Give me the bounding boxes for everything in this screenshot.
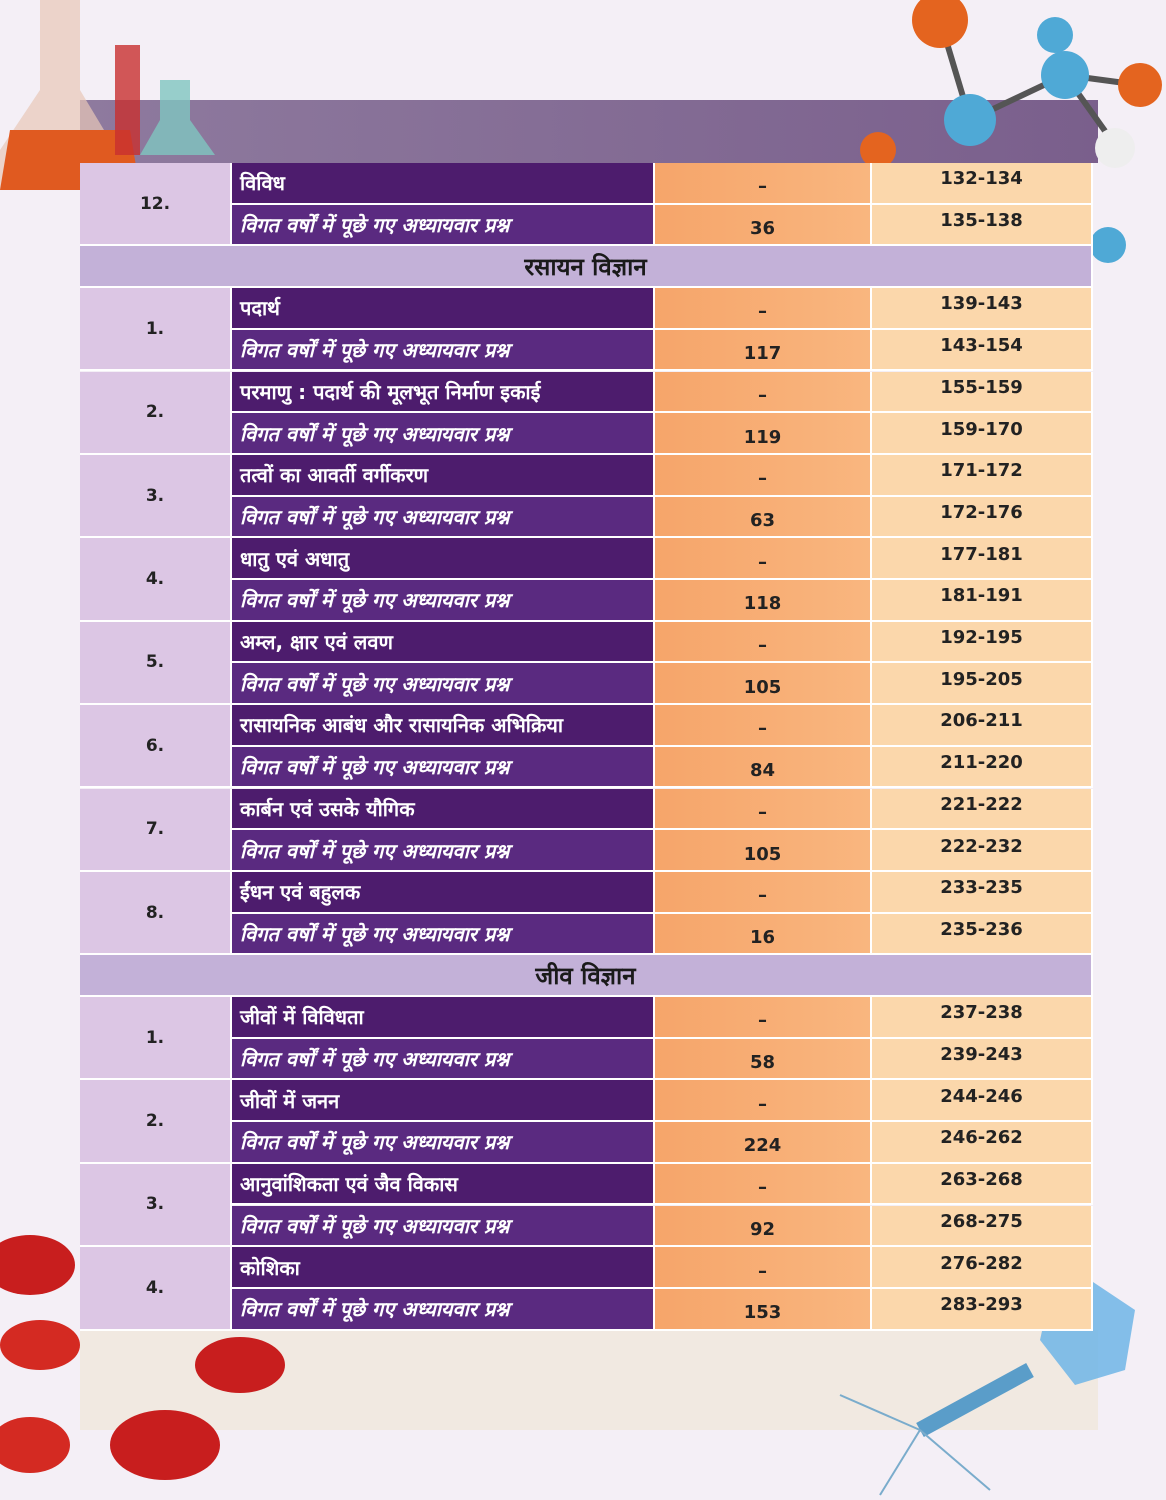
header-band — [80, 100, 1098, 163]
page-range: 135-138 — [872, 204, 1093, 247]
chapter-title: विगत वर्षों में पूछे गए अध्यायवार प्रश्न — [232, 1288, 655, 1331]
page-range: 181-191 — [872, 580, 1093, 622]
chapter-title: विगत वर्षों में पूछे गए अध्यायवार प्रश्न — [232, 1205, 655, 1248]
page-range: 222-232 — [872, 830, 1093, 872]
chapter-title: तत्वों का आवर्ती वर्गीकरण — [232, 454, 655, 497]
chapter-number: 1. — [80, 288, 232, 372]
question-count: – — [655, 871, 872, 914]
question-count: 119 — [655, 413, 872, 455]
chapter-number: 1. — [80, 997, 232, 1081]
chapter-number: 2. — [80, 371, 232, 455]
page-range: 139-143 — [872, 288, 1093, 330]
question-count: 105 — [655, 830, 872, 872]
chapter-title: विगत वर्षों में पूछे गए अध्यायवार प्रश्न — [232, 496, 655, 539]
chapter-title: विगत वर्षों में पूछे गए अध्यायवार प्रश्न — [232, 329, 655, 372]
page-range: 206-211 — [872, 705, 1093, 747]
chapter-title: विगत वर्षों में पूछे गए अध्यायवार प्रश्न — [232, 830, 655, 872]
chapter-number: 2. — [80, 1080, 232, 1164]
question-count: – — [655, 538, 872, 580]
chapter-title: पदार्थ — [232, 288, 655, 330]
question-count: 117 — [655, 329, 872, 372]
chapter-title: अम्ल, क्षार एवं लवण — [232, 621, 655, 664]
page-range: 132-134 — [872, 163, 1093, 205]
page-range: 155-159 — [872, 371, 1093, 414]
page-range: 192-195 — [872, 621, 1093, 664]
question-count: 153 — [655, 1288, 872, 1331]
chapter-number: 7. — [80, 788, 232, 872]
chapter-number: 6. — [80, 705, 232, 789]
page-range: 159-170 — [872, 413, 1093, 455]
page-range: 244-246 — [872, 1080, 1093, 1123]
chapter-title: विविध — [232, 163, 655, 205]
question-count: – — [655, 371, 872, 414]
footer-band — [80, 1330, 1098, 1430]
chapter-number: 4. — [80, 1247, 232, 1331]
question-count: 63 — [655, 496, 872, 539]
section-heading: जीव विज्ञान — [80, 955, 1093, 997]
question-count: – — [655, 1163, 872, 1206]
question-count: – — [655, 705, 872, 747]
chapter-number: 4. — [80, 538, 232, 622]
question-count: – — [655, 1247, 872, 1289]
page-range: 143-154 — [872, 329, 1093, 372]
chapter-title: विगत वर्षों में पूछे गए अध्यायवार प्रश्न — [232, 663, 655, 706]
chapter-title: विगत वर्षों में पूछे गए अध्यायवार प्रश्न — [232, 413, 655, 455]
chapter-number: 8. — [80, 871, 232, 956]
page-range: 195-205 — [872, 663, 1093, 706]
question-count: – — [655, 1080, 872, 1123]
question-count: – — [655, 997, 872, 1039]
chapter-number: 3. — [80, 1163, 232, 1248]
question-count: 58 — [655, 1038, 872, 1081]
question-count: 36 — [655, 204, 872, 247]
page-range: 263-268 — [872, 1163, 1093, 1206]
chapter-number: 12. — [80, 163, 232, 247]
chapter-title: विगत वर्षों में पूछे गए अध्यायवार प्रश्न — [232, 580, 655, 622]
question-count: 224 — [655, 1122, 872, 1164]
chapter-title: विगत वर्षों में पूछे गए अध्यायवार प्रश्न — [232, 1038, 655, 1081]
question-count: – — [655, 163, 872, 205]
chapter-number: 5. — [80, 621, 232, 706]
page-range: 237-238 — [872, 997, 1093, 1039]
page-range: 246-262 — [872, 1122, 1093, 1164]
page-range: 177-181 — [872, 538, 1093, 580]
chapter-number: 3. — [80, 454, 232, 539]
chapter-title: विगत वर्षों में पूछे गए अध्यायवार प्रश्न — [232, 204, 655, 247]
question-count: – — [655, 788, 872, 831]
section-heading: रसायन विज्ञान — [80, 246, 1093, 289]
chapter-title: ईंधन एवं बहुलक — [232, 871, 655, 914]
page-range: 233-235 — [872, 871, 1093, 914]
page-range: 268-275 — [872, 1205, 1093, 1248]
chapter-title: कार्बन एवं उसके यौगिक — [232, 788, 655, 831]
page-range: 276-282 — [872, 1247, 1093, 1289]
question-count: 16 — [655, 913, 872, 956]
chapter-title: विगत वर्षों में पूछे गए अध्यायवार प्रश्न — [232, 746, 655, 789]
page-range: 239-243 — [872, 1038, 1093, 1081]
chapter-title: आनुवांशिकता एवं जैव विकास — [232, 1163, 655, 1206]
page-range: 211-220 — [872, 746, 1093, 789]
chapter-title: विगत वर्षों में पूछे गए अध्यायवार प्रश्न — [232, 1122, 655, 1164]
page-range: 171-172 — [872, 454, 1093, 497]
question-count: – — [655, 288, 872, 330]
chapter-title: जीवों में जनन — [232, 1080, 655, 1123]
question-count: – — [655, 621, 872, 664]
chapter-title: रासायनिक आबंध और रासायनिक अभिक्रिया — [232, 705, 655, 747]
chapter-title: कोशिका — [232, 1247, 655, 1289]
question-count: – — [655, 454, 872, 497]
page-range: 172-176 — [872, 496, 1093, 539]
chapter-title: परमाणु : पदार्थ की मूलभूत निर्माण इकाई — [232, 371, 655, 414]
chapter-title: धातु एवं अधातु — [232, 538, 655, 580]
chapter-title: जीवों में विविधता — [232, 997, 655, 1039]
chapter-title: विगत वर्षों में पूछे गए अध्यायवार प्रश्न — [232, 913, 655, 956]
page-range: 221-222 — [872, 788, 1093, 831]
question-count: 105 — [655, 663, 872, 706]
page-range: 235-236 — [872, 913, 1093, 956]
page-range: 283-293 — [872, 1288, 1093, 1331]
question-count: 92 — [655, 1205, 872, 1248]
question-count: 84 — [655, 746, 872, 789]
question-count: 118 — [655, 580, 872, 622]
